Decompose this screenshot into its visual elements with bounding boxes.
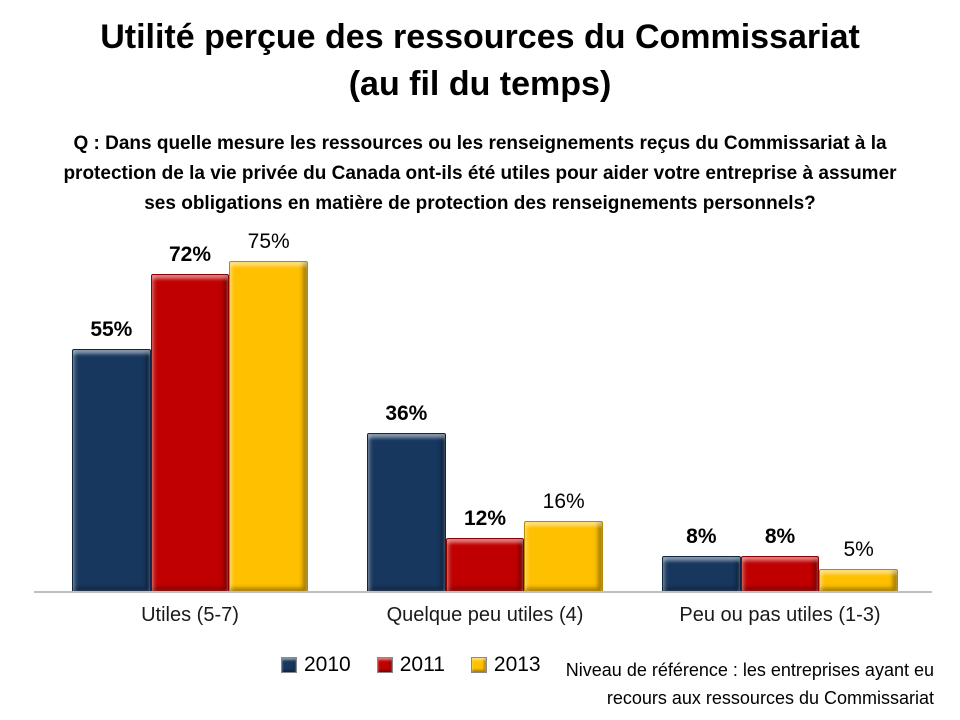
footnote-line-1: Niveau de référence : les entreprises ay…: [565, 660, 934, 680]
bar-group: 36% 12% 16%: [367, 251, 604, 591]
bar-value-label: 72%: [168, 243, 212, 266]
bar-2010: [367, 433, 446, 591]
bar-value-label: 8%: [686, 525, 717, 548]
bar-value-label: 8%: [764, 525, 796, 548]
bar-value-label: 75%: [247, 230, 290, 253]
bar-group: 55% 72% 75%: [72, 230, 309, 591]
bar-slot: 8%: [662, 525, 741, 591]
bar-value-label: 5%: [843, 538, 874, 561]
legend-item-2011: 2011: [376, 653, 445, 677]
title-line-1: Utilité perçue des ressources du Commiss…: [100, 18, 860, 56]
footnote-line-2: recours aux ressources du Commissariat: [606, 688, 934, 708]
legend-item-2013: 2013: [470, 653, 541, 677]
bar-value-label: 16%: [542, 490, 585, 513]
category-label-quelque-peu: Quelque peu utiles (4): [386, 604, 584, 626]
bar-2013: [229, 261, 309, 591]
bar-value-label: 36%: [385, 402, 428, 425]
bar-slot: 5%: [819, 538, 899, 591]
bar-2010: [662, 556, 741, 591]
plot-area: 55% 72% 75% 36% 12% 16% 8% 8% 5%: [72, 230, 899, 591]
legend-swatch-icon: [281, 657, 297, 673]
bar-value-label: 12%: [463, 507, 507, 530]
legend-item-2010: 2010: [281, 653, 351, 677]
bar-2011: [445, 538, 525, 591]
legend-swatch-icon: [376, 657, 393, 673]
legend-label: 2011: [399, 653, 445, 676]
title-line-2: (au fil du temps): [348, 65, 612, 103]
x-axis-line: [34, 591, 932, 593]
bar-2013: [524, 521, 604, 591]
bar-2011: [150, 274, 230, 591]
footnote: Niveau de référence : les entreprises ay…: [566, 656, 934, 712]
category-axis: Utiles (5-7) Quelque peu utiles (4) Peu …: [72, 604, 898, 627]
bar-slot: 55%: [72, 318, 151, 591]
survey-question: Q : Dans quelle mesure les ressources ou…: [63, 133, 897, 214]
category-label-peu-ou-pas: Peu ou pas utiles (1-3): [679, 604, 881, 626]
bar-2011: [740, 556, 820, 591]
legend-label: 2013: [493, 653, 541, 676]
bar-slot: 16%: [524, 490, 604, 591]
legend-label: 2010: [304, 653, 351, 676]
bar-2010: [72, 349, 151, 591]
bar-slot: 36%: [367, 402, 446, 591]
bar-slot: 12%: [445, 507, 525, 591]
category-label-utiles: Utiles (5-7): [141, 604, 239, 626]
bar-2013: [819, 569, 899, 591]
bar-value-label: 55%: [90, 318, 133, 341]
bar-slot: 72%: [150, 243, 230, 591]
bar-group: 8% 8% 5%: [662, 251, 899, 591]
legend-swatch-icon: [470, 657, 487, 673]
bar-slot: 75%: [229, 230, 309, 591]
page-title: Utilité perçue des ressources du Commiss…: [0, 14, 960, 108]
bar-slot: 8%: [740, 525, 820, 591]
legend: 2010 2011 2013: [281, 653, 541, 677]
